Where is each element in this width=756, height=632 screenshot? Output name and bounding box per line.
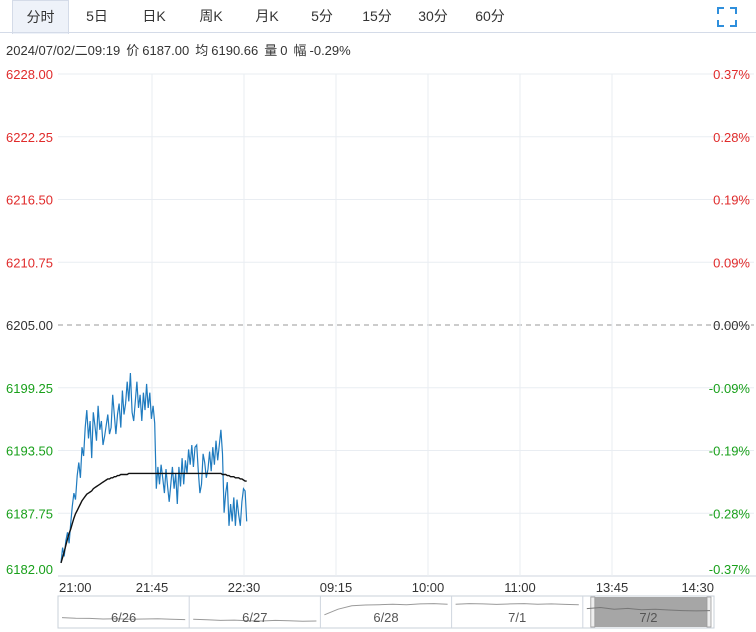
volume-value: 0 [280, 43, 288, 58]
percent-tick-label: 0.37% [713, 67, 750, 82]
navigator-sparkline [455, 603, 579, 606]
navigator-date-label: 7/1 [508, 610, 526, 625]
price-tick-label: 6193.50 [6, 444, 53, 459]
percent-tick-label: 0.19% [713, 193, 750, 208]
price-tick-label: 6210.75 [6, 255, 53, 270]
price-tick-label: 6228.00 [6, 67, 53, 82]
navigator-frame [57, 595, 715, 629]
navigator-sparkline [586, 606, 711, 612]
percent-axis-labels: 0.37% 0.28% 0.19% 0.09% 0.00% -0.09% -0.19% -0.… [709, 67, 751, 577]
navigator-date-label: 6/26 [111, 610, 136, 625]
price-label: 价 [126, 43, 140, 58]
tab-5-day[interactable]: 5日 [86, 8, 108, 24]
time-tick-label: 13:45 [596, 580, 629, 595]
tab-weekly-k[interactable]: 周K [199, 8, 223, 24]
percent-tick-label: -0.19% [709, 444, 751, 459]
quote-datetime: 2024/07/02/二09:19 [6, 43, 121, 58]
price-tick-label: 6199.25 [6, 381, 53, 396]
navigator-date-label: 6/28 [373, 610, 398, 625]
percent-tick-label: 0.28% [713, 130, 750, 145]
time-axis-labels: 21:00 21:45 22:30 09:15 10:00 11:00 13:45 14:30 [59, 580, 714, 595]
chart-series [60, 372, 248, 564]
time-tick-label: 21:45 [136, 580, 169, 595]
navigator-sparkline [324, 603, 448, 616]
average-price-line [60, 472, 247, 564]
navigator-selection[interactable] [594, 597, 708, 627]
time-tick-label: 11:00 [504, 580, 536, 595]
time-tick-label: 22:30 [228, 580, 261, 595]
change-label: 幅 [293, 43, 307, 58]
price-tick-label: 6205.00 [6, 318, 53, 333]
percent-tick-label: 0.09% [713, 255, 750, 270]
period-tab-bar: 分时 5日 日K 周K 月K 5分 15分 30分 60分 [0, 0, 756, 34]
percent-tick-label: 0.00% [713, 318, 750, 333]
navigator-date-label: 6/27 [242, 610, 267, 625]
price-axis-labels: 6228.00 6222.25 6216.50 6210.75 6205.00 6199.… [6, 67, 53, 577]
fullscreen-icon[interactable] [716, 6, 738, 28]
tab-30-min[interactable]: 30分 [418, 8, 448, 24]
percent-tick-label: -0.09% [709, 381, 751, 396]
volume-label: 量 [264, 43, 278, 58]
avg-label: 均 [195, 43, 209, 58]
tab-5-min[interactable]: 5分 [311, 8, 333, 24]
chart-grid [58, 73, 756, 577]
quote-info-line: 2024/07/02/二09:19 价 6187.00 均 6190.66 量 0 幅 -0.2… [6, 40, 357, 59]
price-tick-label: 6222.25 [6, 130, 53, 145]
navigator-date-label: 7/2 [639, 610, 657, 625]
tab-bar-divider [0, 32, 756, 33]
avg-value: 6190.66 [211, 43, 259, 58]
tab-daily-k[interactable]: 日K [142, 8, 166, 24]
price-value: 6187.00 [142, 43, 190, 58]
price-tick-label: 6216.50 [6, 193, 53, 208]
navigator-sparkline [193, 618, 317, 622]
percent-tick-label: -0.28% [709, 506, 751, 521]
navigator-handle-right[interactable] [706, 596, 712, 628]
price-tick-label: 6187.75 [6, 506, 53, 521]
tab-60-min[interactable]: 60分 [475, 8, 505, 24]
time-tick-label: 21:00 [59, 580, 92, 595]
change-value: -0.29% [309, 43, 351, 58]
price-tick-label: 6182.00 [6, 562, 53, 577]
time-tick-label: 09:15 [320, 580, 353, 595]
tab-15-min[interactable]: 15分 [362, 8, 392, 24]
time-tick-label: 14:30 [681, 580, 714, 595]
tab-monthly-k[interactable]: 月K [255, 8, 279, 24]
navigator-sparkline [61, 617, 186, 621]
tab-intraday[interactable]: 分时 [12, 0, 69, 34]
navigator-handle-left[interactable] [590, 596, 596, 628]
price-line [60, 372, 248, 563]
time-tick-label: 10:00 [412, 580, 445, 595]
percent-tick-label: -0.37% [709, 562, 751, 577]
date-range-navigator[interactable]: 6/26 6/27 6/28 7/1 7/2 [57, 595, 715, 629]
